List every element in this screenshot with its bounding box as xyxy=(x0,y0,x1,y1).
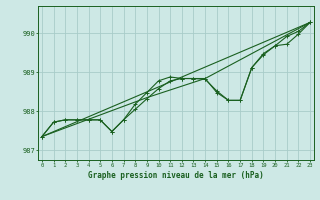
X-axis label: Graphe pression niveau de la mer (hPa): Graphe pression niveau de la mer (hPa) xyxy=(88,171,264,180)
